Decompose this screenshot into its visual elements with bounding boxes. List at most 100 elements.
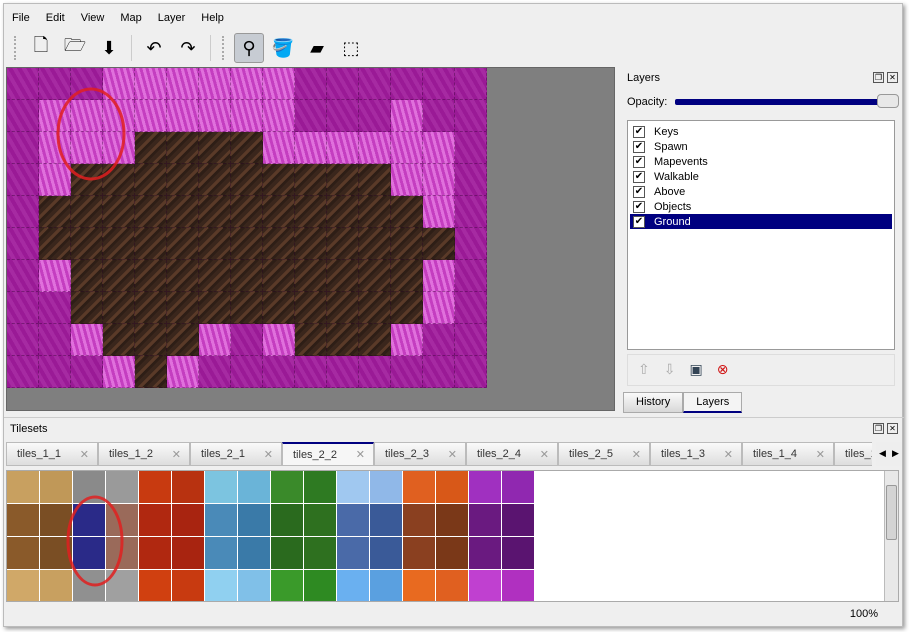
map-tile[interactable] bbox=[199, 100, 231, 132]
map-tile[interactable] bbox=[103, 196, 135, 228]
tileset-tile[interactable] bbox=[271, 570, 304, 601]
duplicate-layer-icon[interactable]: ▣ bbox=[689, 362, 703, 378]
map-tile[interactable] bbox=[263, 100, 295, 132]
layer-visibility-checkbox[interactable]: ✔ bbox=[633, 155, 645, 168]
rect-select-button[interactable]: ⬚ bbox=[336, 33, 366, 63]
layer-visibility-checkbox[interactable]: ✔ bbox=[633, 185, 645, 198]
map-tile[interactable] bbox=[7, 292, 39, 324]
map-tile[interactable] bbox=[39, 164, 71, 196]
map-tile[interactable] bbox=[103, 164, 135, 196]
map-tile[interactable] bbox=[455, 356, 487, 388]
toolbar-grip[interactable] bbox=[222, 36, 226, 60]
layer-row[interactable]: ✔ Keys bbox=[630, 124, 892, 139]
menu-help[interactable]: Help bbox=[201, 12, 224, 24]
tileset-tile[interactable] bbox=[304, 537, 337, 570]
map-tile[interactable] bbox=[7, 132, 39, 164]
tileset-tile[interactable] bbox=[469, 471, 502, 504]
tileset-tile[interactable] bbox=[40, 570, 73, 601]
map-tile[interactable] bbox=[263, 228, 295, 260]
tileset-tile[interactable] bbox=[337, 570, 370, 601]
menu-file[interactable]: File bbox=[12, 12, 30, 24]
map-tile[interactable] bbox=[455, 292, 487, 324]
bucket-fill-button[interactable]: 🪣 bbox=[268, 33, 298, 63]
map-tile[interactable] bbox=[7, 324, 39, 356]
map-tile[interactable] bbox=[167, 196, 199, 228]
map-tile[interactable] bbox=[135, 68, 167, 100]
map-tile[interactable] bbox=[391, 260, 423, 292]
close-tab-icon[interactable]: ✕ bbox=[263, 447, 273, 461]
layer-visibility-checkbox[interactable]: ✔ bbox=[633, 170, 645, 183]
close-tab-icon[interactable]: ✕ bbox=[539, 447, 549, 461]
tileset-tile[interactable] bbox=[172, 537, 205, 570]
layer-row[interactable]: ✔ Mapevents bbox=[630, 154, 892, 169]
map-tile[interactable] bbox=[391, 164, 423, 196]
map-tile[interactable] bbox=[231, 324, 263, 356]
layer-visibility-checkbox[interactable]: ✔ bbox=[633, 215, 645, 228]
opacity-slider[interactable] bbox=[675, 94, 899, 108]
map-tile[interactable] bbox=[327, 196, 359, 228]
tileset-tab[interactable]: tiles_1_2 ✕ bbox=[98, 442, 190, 466]
tileset-tile[interactable] bbox=[469, 570, 502, 601]
map-tile[interactable] bbox=[423, 164, 455, 196]
map-tile[interactable] bbox=[423, 356, 455, 388]
map-tile[interactable] bbox=[231, 100, 263, 132]
map-tile[interactable] bbox=[423, 292, 455, 324]
layer-row[interactable]: ✔ Walkable bbox=[630, 169, 892, 184]
map-tile[interactable] bbox=[199, 356, 231, 388]
map-tile[interactable] bbox=[135, 132, 167, 164]
vertical-scrollbar[interactable] bbox=[884, 471, 898, 601]
map-tile[interactable] bbox=[71, 356, 103, 388]
map-tile[interactable] bbox=[39, 196, 71, 228]
map-tile[interactable] bbox=[359, 68, 391, 100]
map-tile[interactable] bbox=[359, 292, 391, 324]
eraser-button[interactable]: ▰ bbox=[302, 33, 332, 63]
layer-visibility-checkbox[interactable]: ✔ bbox=[633, 125, 645, 138]
map-tile[interactable] bbox=[263, 132, 295, 164]
map-tile[interactable] bbox=[231, 356, 263, 388]
tileset-tile[interactable] bbox=[238, 504, 271, 537]
map-tile[interactable] bbox=[103, 324, 135, 356]
layer-row[interactable]: ✔ Above bbox=[630, 184, 892, 199]
tileset-tile[interactable] bbox=[337, 471, 370, 504]
tileset-tab[interactable]: tiles_2_2 ✕ bbox=[282, 442, 374, 466]
tileset-tile[interactable] bbox=[436, 471, 469, 504]
map-tile[interactable] bbox=[359, 228, 391, 260]
map-tile[interactable] bbox=[71, 292, 103, 324]
map-tile[interactable] bbox=[263, 260, 295, 292]
opacity-slider-handle[interactable] bbox=[877, 94, 899, 108]
map-tile[interactable] bbox=[39, 324, 71, 356]
new-button[interactable]: 🗋 bbox=[26, 33, 56, 63]
map-tile[interactable] bbox=[359, 100, 391, 132]
tileset-tile[interactable] bbox=[139, 537, 172, 570]
map-tile[interactable] bbox=[231, 196, 263, 228]
map-tile[interactable] bbox=[327, 228, 359, 260]
map-tile[interactable] bbox=[359, 196, 391, 228]
map-tile[interactable] bbox=[263, 292, 295, 324]
layer-row[interactable]: ✔ Objects bbox=[630, 199, 892, 214]
map-tile[interactable] bbox=[455, 196, 487, 228]
map-tile[interactable] bbox=[39, 132, 71, 164]
map-tile[interactable] bbox=[167, 132, 199, 164]
map-tile[interactable] bbox=[391, 132, 423, 164]
map-tile[interactable] bbox=[327, 324, 359, 356]
close-tab-icon[interactable]: ✕ bbox=[631, 447, 641, 461]
map-tile[interactable] bbox=[7, 356, 39, 388]
map-tile[interactable] bbox=[423, 100, 455, 132]
map-tile[interactable] bbox=[135, 324, 167, 356]
map-tile[interactable] bbox=[7, 100, 39, 132]
float-icon[interactable]: ❐ bbox=[873, 72, 884, 83]
map-tile[interactable] bbox=[231, 164, 263, 196]
map-tile[interactable] bbox=[231, 132, 263, 164]
tileset-tile[interactable] bbox=[205, 537, 238, 570]
map-tile[interactable] bbox=[423, 132, 455, 164]
tileset-tile[interactable] bbox=[139, 504, 172, 537]
map-tile[interactable] bbox=[199, 324, 231, 356]
tileset-tile[interactable] bbox=[139, 570, 172, 601]
redo-button[interactable]: ↷ bbox=[173, 33, 203, 63]
tileset-tile[interactable] bbox=[304, 471, 337, 504]
map-tile[interactable] bbox=[71, 324, 103, 356]
map-tile[interactable] bbox=[135, 260, 167, 292]
tileset-tab[interactable]: tiles_1_1 ✕ bbox=[6, 442, 98, 466]
tileset-tile[interactable] bbox=[40, 471, 73, 504]
map-tile[interactable] bbox=[103, 356, 135, 388]
